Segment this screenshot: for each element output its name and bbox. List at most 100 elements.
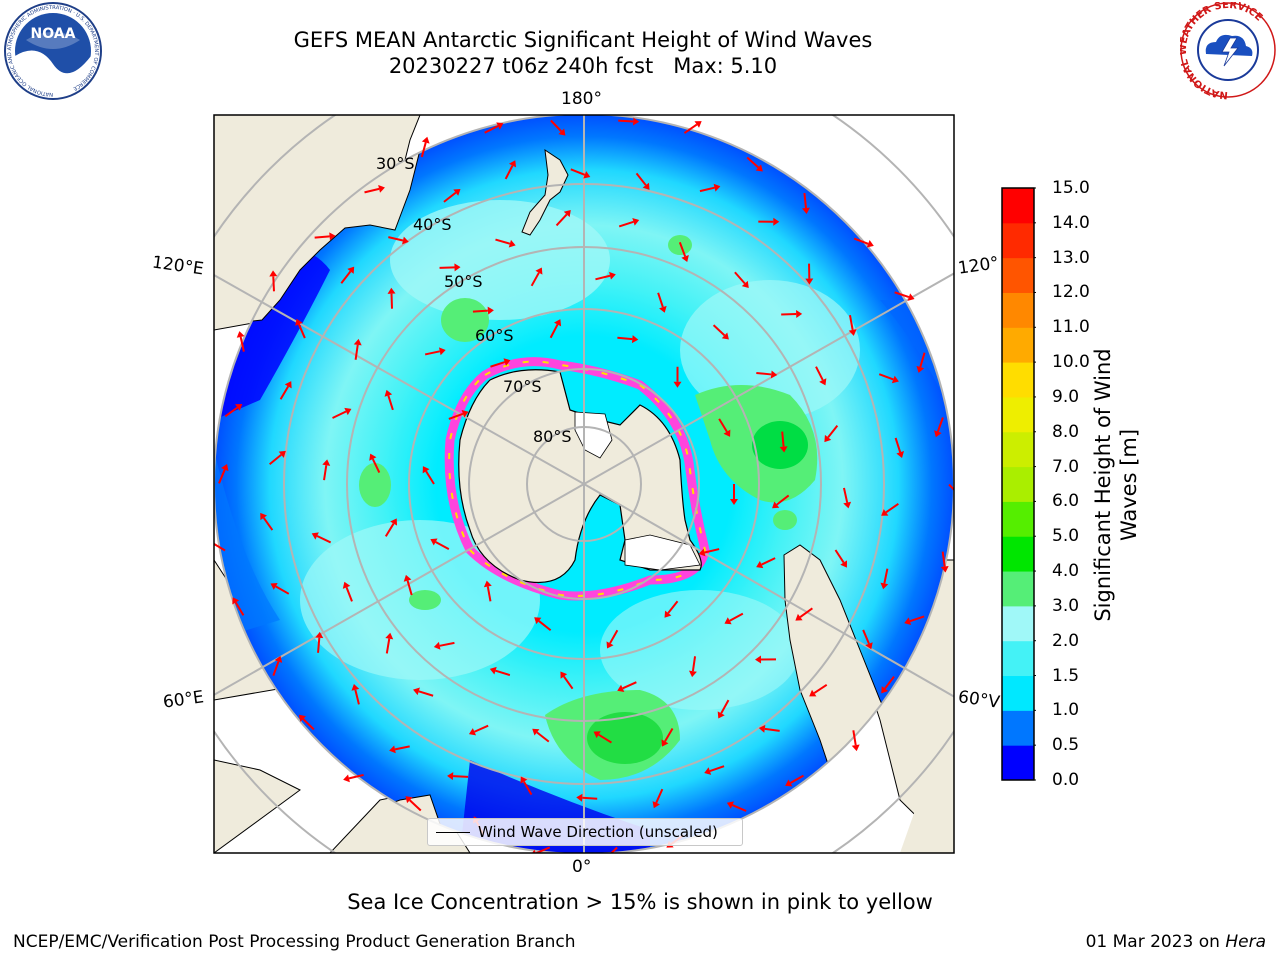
wind-arrow-shaft — [709, 765, 725, 773]
wind-arrow-shaft — [734, 271, 746, 285]
wind-arrow-head — [957, 492, 964, 499]
wind-arrow-head — [274, 655, 283, 663]
wind-arrow-shaft — [683, 123, 698, 134]
wind-arrow-head — [896, 451, 905, 458]
wind-arrow-shaft — [279, 385, 290, 400]
wind-arrow-head — [633, 117, 640, 126]
colorbar-segment — [1002, 745, 1034, 781]
wind-arrow-shaft — [234, 601, 245, 616]
wind-arrow-head — [534, 617, 542, 625]
colorbar-label-line2: Waves [m] — [1117, 428, 1141, 542]
wind-arrow-head — [694, 121, 702, 128]
chart-subtitle: 20230227 t06z 240h fcst Max: 5.10 — [388, 54, 778, 78]
lat-label-30s: 30°S — [376, 154, 415, 173]
colorbar-tick-label: 3.0 — [1052, 595, 1080, 616]
wind-arrow-head — [389, 745, 396, 754]
wind-arrow-shaft — [655, 788, 664, 804]
wind-arrow-shaft — [848, 315, 854, 331]
wind-arrow-shaft — [538, 620, 552, 632]
colorbar-segment — [1002, 222, 1034, 259]
wind-arrow-head — [576, 793, 583, 802]
wind-arrow-shaft — [332, 410, 347, 419]
wind-arrow-shaft — [550, 119, 563, 133]
wind-arrow-head — [795, 613, 803, 621]
noaa-logo: NOAA NATIONAL OCEANIC AND ATMOSPHERIC AD… — [4, 2, 102, 100]
wind-arrow-shaft — [425, 470, 435, 485]
colorbar-tick-label: 2.0 — [1052, 630, 1080, 651]
wind-arrow-shaft — [731, 804, 747, 812]
colorbar-tick-label: 0.0 — [1052, 770, 1080, 790]
colorbar-segment — [1002, 362, 1034, 398]
wind-arrow-shaft — [490, 361, 506, 368]
wind-arrow-shaft — [813, 683, 828, 694]
wind-arrow-shaft — [756, 371, 772, 376]
wind-arrow-shaft — [549, 324, 559, 339]
wind-arrow-head — [405, 796, 413, 804]
wind-arrow-head — [617, 684, 625, 692]
wind-arrow-head — [907, 293, 915, 301]
wind-arrow-shaft — [781, 431, 785, 447]
wind-arrow-head — [260, 512, 267, 521]
wind-arrow-head — [278, 450, 286, 458]
wind-arrow-shaft — [664, 727, 674, 742]
wind-arrow-head — [661, 739, 669, 747]
wind-arrow-head — [508, 160, 517, 168]
wind-arrow-head — [593, 731, 601, 739]
wind-arrow-head — [796, 310, 803, 319]
wind-arrow-shaft — [746, 156, 760, 169]
credit-left: NCEP/EMC/Verification Post Processing Pr… — [13, 932, 576, 952]
wind-arrow-head — [758, 724, 766, 733]
wind-arrow-shaft — [699, 186, 715, 193]
colorbar-tick-label: 13.0 — [1052, 247, 1090, 268]
colorbar-label-line1: Significant Height of Wind — [1091, 348, 1115, 622]
colorbar-tick-label: 1.0 — [1052, 700, 1080, 721]
wind-arrow-head — [430, 538, 438, 546]
wind-arrow-head — [351, 684, 360, 691]
colorbar-tick-label: 12.0 — [1052, 282, 1090, 303]
wind-arrow-head — [713, 183, 721, 192]
wind-arrow-shaft — [617, 336, 633, 341]
wind-arrow-shaft — [563, 675, 574, 690]
colorbar — [1001, 187, 1036, 781]
wind-arrow-shaft — [354, 689, 360, 705]
wind-arrow-shaft — [941, 551, 946, 567]
wind-arrow-shaft — [667, 600, 679, 614]
wind-arrow-shaft — [523, 781, 533, 796]
wind-arrow-head — [385, 632, 394, 640]
wind-arrow-head — [221, 464, 229, 472]
wind-arrow-shaft — [803, 192, 807, 209]
wind-arrow-shaft — [218, 469, 226, 484]
wind-arrow-shaft — [495, 238, 511, 245]
wind-arrow-head — [343, 774, 350, 783]
noaa-logo-text: NOAA — [31, 26, 76, 42]
wind-arrow-shaft — [729, 612, 744, 622]
wind-arrow-head — [606, 641, 614, 649]
wind-arrow-head — [295, 318, 303, 326]
wind-arrow-head — [723, 429, 731, 437]
wind-arrow-head — [322, 459, 331, 466]
wind-arrow-shaft — [406, 580, 413, 596]
wind-arrow-head — [235, 403, 243, 411]
wind-arrow-head — [851, 744, 860, 752]
wind-arrow-head — [880, 582, 889, 590]
wind-arrow-head — [730, 499, 738, 505]
wind-arrow-shaft — [385, 638, 391, 654]
wind-arrow-shaft — [474, 724, 489, 733]
wind-arrow-head — [532, 728, 540, 736]
wind-arrow-shaft — [691, 656, 697, 672]
wind-arrow-head — [468, 728, 477, 736]
wind-arrow-shaft — [371, 458, 381, 473]
wind-arrow-shaft — [764, 727, 780, 732]
colorbar-segment — [1002, 396, 1034, 433]
wind-arrow-head — [558, 128, 566, 136]
wind-arrow-head — [681, 254, 689, 262]
wind-arrow-head — [535, 267, 543, 275]
wind-arrow-shaft — [495, 669, 511, 677]
colorbar-tick-label: 7.0 — [1052, 456, 1080, 477]
colorbar-segment — [1002, 257, 1034, 293]
wind-arrow-head — [631, 335, 639, 344]
wind-arrow-head — [503, 358, 511, 366]
wind-arrow-shaft — [852, 730, 857, 746]
wind-arrow-shaft — [536, 731, 550, 743]
